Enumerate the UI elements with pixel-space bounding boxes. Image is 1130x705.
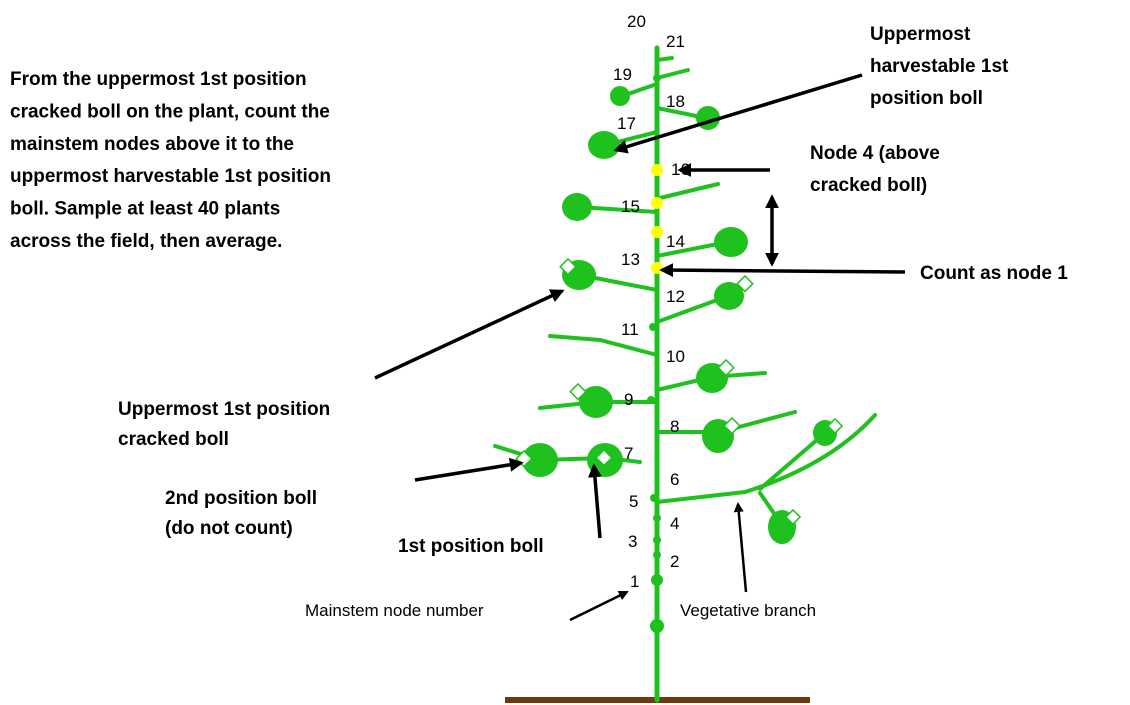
callout-line: position boll bbox=[870, 88, 983, 109]
instruction-line: uppermost harvestable 1st position bbox=[10, 166, 331, 187]
instruction-line: mainstem nodes above it to the bbox=[10, 134, 294, 155]
callout-line: 1st position boll bbox=[398, 536, 544, 557]
callout-line: 2nd position boll bbox=[165, 488, 317, 509]
node-number: 13 bbox=[621, 250, 640, 269]
node-number: 18 bbox=[666, 92, 685, 111]
node-number: 21 bbox=[666, 32, 685, 51]
node-number: 1 bbox=[630, 572, 639, 591]
node-number: 16 bbox=[671, 160, 690, 179]
instruction-line: From the uppermost 1st position bbox=[10, 69, 307, 90]
node-number: 7 bbox=[624, 444, 633, 463]
node-number: 8 bbox=[670, 417, 679, 436]
node-number: 2 bbox=[670, 552, 679, 571]
labels: From the uppermost 1st position cracked b… bbox=[10, 12, 1068, 620]
instruction-line: boll. Sample at least 40 plants bbox=[10, 199, 280, 220]
node-number: 4 bbox=[670, 514, 679, 533]
callout-line: Node 4 (above bbox=[810, 143, 940, 164]
node-number: 14 bbox=[666, 232, 685, 251]
callout-line: Mainstem node number bbox=[305, 601, 484, 620]
node-number: 10 bbox=[666, 347, 685, 366]
node-number: 15 bbox=[621, 197, 640, 216]
node-number: 6 bbox=[670, 470, 679, 489]
arrows bbox=[374, 73, 906, 622]
node-number: 19 bbox=[613, 65, 632, 84]
instruction-line: cracked boll on the plant, count the bbox=[10, 101, 330, 122]
node-number: 20 bbox=[627, 12, 646, 31]
callout-line: Uppermost bbox=[870, 24, 971, 45]
callout-line: harvestable 1st bbox=[870, 56, 1009, 77]
node-number: 11 bbox=[621, 320, 639, 339]
node-number: 3 bbox=[628, 532, 637, 551]
callout-line: Vegetative branch bbox=[680, 601, 816, 620]
node-number: 5 bbox=[629, 492, 638, 511]
node-number: 12 bbox=[666, 287, 685, 306]
nodes bbox=[647, 74, 664, 633]
callout-line: (do not count) bbox=[165, 518, 293, 539]
instruction-line: across the field, then average. bbox=[10, 231, 282, 252]
callout-line: cracked boll bbox=[118, 429, 229, 450]
callout-line: cracked boll) bbox=[810, 175, 927, 196]
node-number: 17 bbox=[617, 114, 636, 133]
callout-line: Count as node 1 bbox=[920, 263, 1068, 284]
node-number: 9 bbox=[624, 390, 633, 409]
callout-line: Uppermost 1st position bbox=[118, 399, 330, 420]
